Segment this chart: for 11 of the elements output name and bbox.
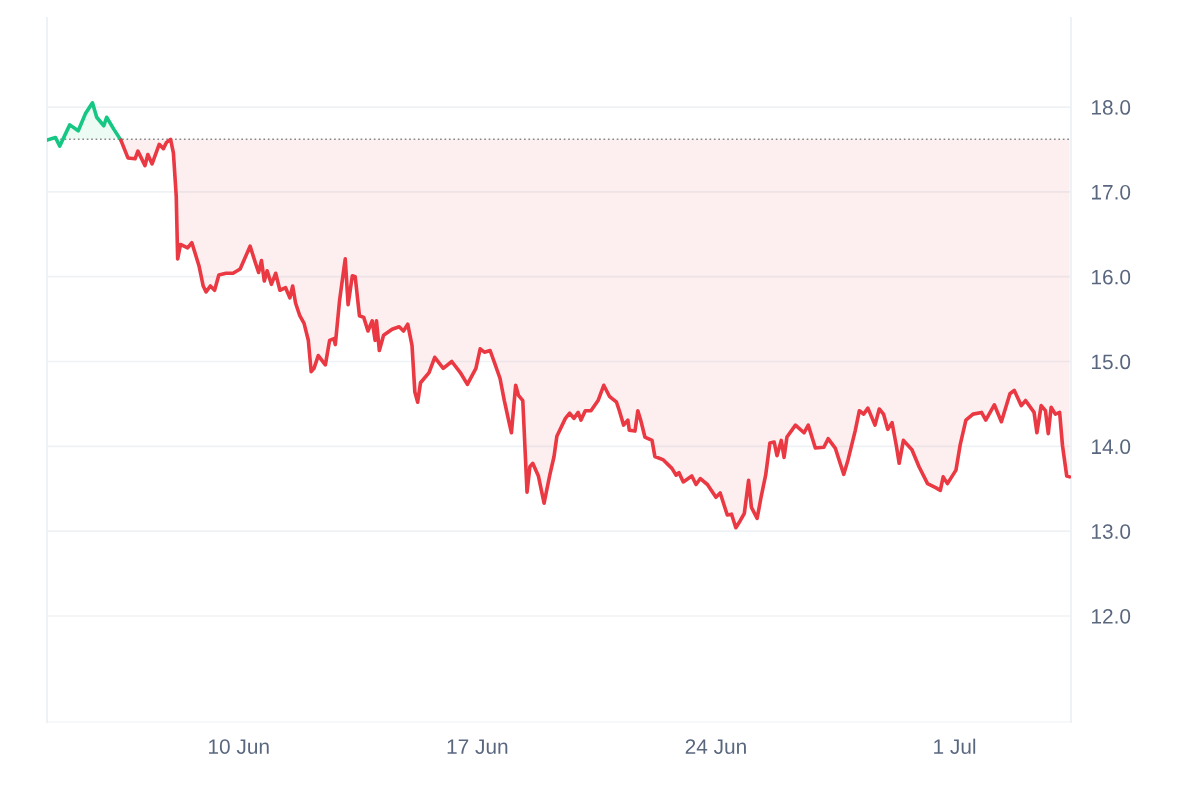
y-tick-label: 15.0 — [1092, 354, 1131, 370]
y-tick-label: 12.0 — [1092, 608, 1131, 624]
x-tick-label: 1 Jul — [934, 738, 976, 754]
y-tick-label: 14.0 — [1092, 439, 1131, 455]
x-tick-label: 17 Jun — [447, 739, 508, 754]
y-tick-label: 16.0 — [1092, 269, 1131, 285]
x-tick-label: 10 Jun — [209, 739, 269, 754]
x-tick-label: 24 Jun — [685, 739, 746, 754]
y-tick-label: 17.0 — [1092, 184, 1131, 200]
y-tick-label: 13.0 — [1092, 524, 1131, 539]
y-tick-label: 18.0 — [1092, 100, 1131, 115]
